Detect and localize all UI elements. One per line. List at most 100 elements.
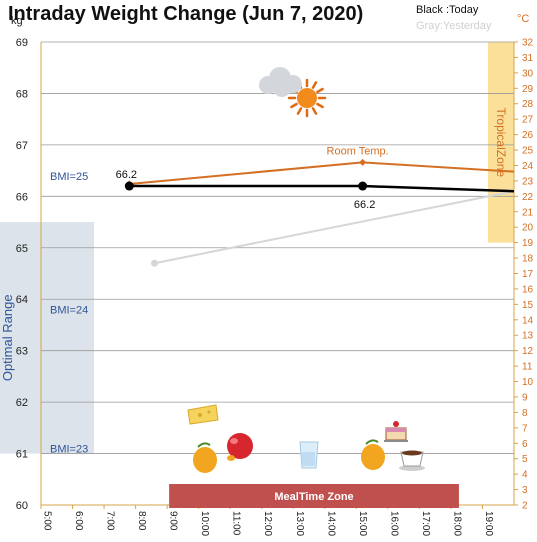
right-tick-label: 24 [522, 161, 534, 172]
right-tick-label: 2 [522, 501, 528, 512]
right-tick-label: 13 [522, 331, 534, 342]
apple-icon [227, 433, 253, 461]
right-tick-label: 14 [522, 315, 534, 326]
cloud-icon [259, 67, 302, 97]
right-tick-label: 31 [522, 53, 534, 64]
right-tick-label: 19 [522, 238, 534, 249]
series-room-temp-line [129, 161, 515, 185]
cake-plate [384, 440, 408, 442]
x-tick-label: 17:00 [420, 511, 431, 536]
sun-ray [316, 87, 324, 94]
series-yesterday-line [154, 190, 515, 265]
x-tick-label: 11:00 [231, 511, 242, 536]
mango-body [361, 444, 385, 470]
right-tick-label: 25 [522, 146, 534, 157]
bmi-label: BMI=24 [50, 305, 88, 317]
right-tick-label: 32 [522, 38, 534, 49]
x-tick-label: 10:00 [199, 511, 210, 536]
meal-time-zone-bar [169, 484, 459, 508]
right-tick-label: 20 [522, 223, 534, 234]
chart-title: Intraday Weight Change (Jun 7, 2020) [8, 3, 364, 25]
series-today-line [129, 184, 515, 193]
legend-today: Black :Today [416, 4, 479, 16]
right-tick-label: 8 [522, 408, 528, 419]
glass-water [302, 452, 315, 466]
cloud-puff [273, 79, 291, 97]
x-tick-label: 8:00 [136, 511, 147, 531]
x-tick-label: 9:00 [168, 511, 179, 531]
right-tick-label: 28 [522, 99, 534, 110]
cheese-hole [198, 413, 202, 417]
x-tick-label: 6:00 [73, 511, 84, 531]
optimal-range-label: Optimal Range [0, 294, 15, 381]
legend-yesterday: Gray:Yesterday [416, 20, 492, 32]
sun-disc [297, 88, 317, 108]
today-point-label: 66.2 [354, 199, 375, 211]
right-tick-label: 26 [522, 130, 534, 141]
right-tick-label: 15 [522, 300, 534, 311]
left-tick-label: 67 [16, 140, 28, 152]
right-tick-label: 29 [522, 84, 534, 95]
apple-shine [230, 438, 238, 444]
x-tick-label: 18:00 [451, 511, 462, 536]
right-tick-label: 5 [522, 454, 528, 465]
right-tick-label: 22 [522, 192, 534, 203]
yesterday-point [151, 259, 159, 267]
left-tick-label: 63 [16, 346, 28, 358]
left-tick-label: 64 [16, 294, 28, 306]
cheese-body [187, 404, 219, 425]
left-tick-label: 65 [16, 243, 28, 255]
mango-icon [361, 439, 385, 470]
right-tick-label: 10 [522, 377, 534, 388]
left-tick-label: 61 [16, 449, 28, 461]
room-temp-point [359, 158, 367, 166]
right-tick-label: 30 [522, 68, 534, 79]
bmi-label: BMI=23 [50, 443, 88, 455]
today-point-label: 66.2 [116, 169, 137, 181]
sun-ray [311, 107, 318, 115]
right-tick-label: 9 [522, 392, 528, 403]
today-point [124, 181, 134, 191]
right-tick-label: 4 [522, 470, 528, 481]
cake-icing [386, 428, 406, 432]
x-tick-label: 14:00 [325, 511, 336, 536]
mango-leaf [197, 442, 211, 448]
meal-time-zone-label: MealTime Zone [274, 491, 353, 503]
right-tick-label: 18 [522, 254, 534, 265]
x-tick-label: 7:00 [105, 511, 116, 531]
cake-icon [384, 421, 408, 442]
sun-ray [290, 102, 298, 109]
right-tick-label: 17 [522, 269, 534, 280]
coffee-surface [402, 450, 422, 456]
mango-icon [193, 442, 217, 473]
left-tick-label: 69 [16, 37, 28, 49]
left-tick-label: 60 [16, 500, 28, 512]
water-glass-icon [299, 441, 319, 469]
x-tick-label: 5:00 [42, 511, 53, 531]
right-tick-label: 16 [522, 284, 534, 295]
right-tick-label: 21 [522, 207, 534, 218]
sun-ray [296, 107, 303, 115]
right-tick-label: 23 [522, 176, 534, 187]
x-tick-label: 19:00 [483, 511, 494, 536]
tropical-zone-label: TropicalZone [494, 108, 508, 178]
bmi-label: BMI=25 [50, 171, 88, 183]
tropical-zone-band [488, 42, 514, 243]
right-tick-label: 3 [522, 485, 528, 496]
left-tick-label: 68 [16, 88, 28, 100]
coffee-cup-icon [399, 450, 425, 471]
x-tick-label: 15:00 [357, 511, 368, 536]
room-temp-label: Room Temp. [327, 145, 389, 157]
x-tick-label: 12:00 [262, 511, 273, 536]
cheese-icon [187, 404, 219, 425]
left-tick-label: 62 [16, 397, 28, 409]
right-tick-label: 6 [522, 439, 528, 450]
mango-leaf [365, 439, 379, 445]
sun-ray [316, 102, 324, 109]
cheese-hole [207, 410, 211, 414]
right-tick-label: 27 [522, 115, 534, 126]
x-tick-label: 13:00 [294, 511, 305, 536]
mango-body [193, 447, 217, 473]
right-tick-label: 12 [522, 346, 534, 357]
